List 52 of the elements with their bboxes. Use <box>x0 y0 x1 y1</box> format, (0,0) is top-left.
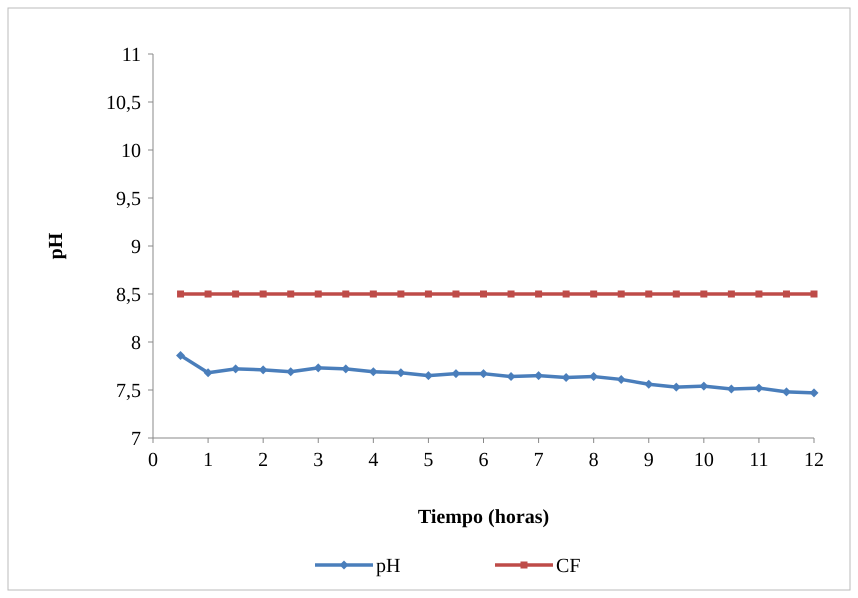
point <box>728 290 735 298</box>
point <box>424 290 432 298</box>
legend-label: CF <box>556 555 580 577</box>
x-tick-label: 10 <box>694 449 714 471</box>
point <box>672 290 680 298</box>
point <box>755 290 762 298</box>
point <box>452 290 460 298</box>
x-tick-label: 3 <box>313 449 324 471</box>
point <box>342 290 350 298</box>
legend-label: pH <box>376 555 400 577</box>
y-tick-label: 8 <box>131 332 141 354</box>
point <box>370 290 377 298</box>
point <box>810 290 818 298</box>
point <box>508 290 515 298</box>
x-tick-label: 12 <box>804 449 824 471</box>
y-tick-label: 10 <box>121 140 141 162</box>
y-tick-label: 11 <box>122 44 141 66</box>
x-tick-label: 2 <box>258 449 268 471</box>
y-tick-label: 10,5 <box>106 92 141 114</box>
y-tick-label: 8,5 <box>116 284 141 306</box>
x-tick-label: 1 <box>203 449 214 471</box>
point <box>287 290 294 298</box>
y-axis-title: pH <box>45 232 67 260</box>
x-tick-label: 6 <box>478 449 488 471</box>
point <box>782 290 790 298</box>
x-axis-title: Tiempo (horas) <box>418 506 550 528</box>
point <box>177 290 184 298</box>
point <box>314 290 322 298</box>
point <box>645 290 652 298</box>
point <box>562 290 570 298</box>
point <box>204 290 212 298</box>
point <box>176 350 186 360</box>
point <box>480 290 487 298</box>
point <box>260 290 267 298</box>
point <box>590 290 598 298</box>
point <box>535 290 542 298</box>
x-tick-label: 11 <box>749 449 769 471</box>
point <box>700 290 708 298</box>
x-tick-label: 7 <box>534 449 544 471</box>
point <box>616 374 626 384</box>
point <box>397 290 404 298</box>
x-tick-label: 8 <box>588 449 599 471</box>
y-tick-label: 7,5 <box>116 380 141 402</box>
x-tick-label: 5 <box>423 449 434 471</box>
x-tick-label: 4 <box>368 449 378 471</box>
y-tick-label: 7 <box>131 428 141 450</box>
x-tick-label: 9 <box>644 449 654 471</box>
y-tick-label: 9,5 <box>116 188 141 210</box>
y-tick-label: 9 <box>131 236 141 258</box>
point <box>618 290 625 298</box>
point <box>232 290 240 298</box>
x-tick-label: 0 <box>148 449 158 471</box>
